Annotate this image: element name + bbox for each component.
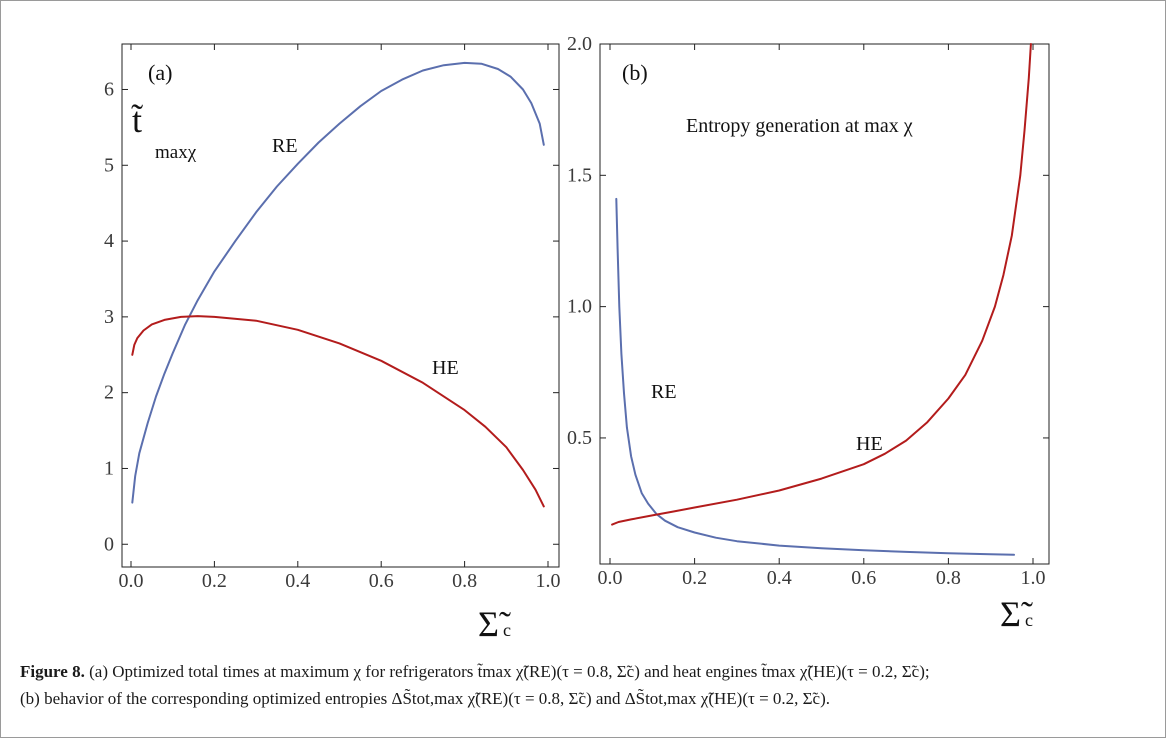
panel-a-label-RE: RE (272, 135, 298, 157)
y-tick-label: 2 (104, 382, 114, 404)
figure-label: Figure 8. (20, 662, 85, 681)
panel-a-ylabel: t̃ (131, 100, 143, 140)
x-tick-label: 0.0 (598, 567, 623, 589)
y-tick-label: 0.5 (567, 427, 592, 449)
x-tick-label: 0.4 (767, 567, 792, 589)
y-tick-label: 6 (104, 78, 114, 100)
panel-b-ticks: 0.0 0.2 0.4 0.6 0.8 1.0 0.5 1.0 1.5 2.0 (567, 33, 1049, 589)
x-tick-label: 0.2 (202, 570, 227, 592)
x-tick-label: 0.2 (682, 567, 707, 589)
series-line-HE (131, 315, 545, 508)
series-line-RE (615, 197, 1015, 556)
panel-a-ylabel-sub: maxχ (155, 142, 197, 163)
panel-b-label-RE: RE (651, 381, 677, 403)
panel-a: 0.0 0.2 0.4 0.6 0.8 1.0 0 1 2 3 4 5 6 (a) t̃ maxχ RE… (104, 43, 561, 640)
figure-caption: Figure 8. (a) Optimized total times at m… (20, 658, 1150, 712)
caption-line-1: Figure 8. (a) Optimized total times at m… (20, 658, 1150, 685)
x-tick-label: 0.6 (851, 567, 876, 589)
figure-canvas: 0.0 0.2 0.4 0.6 0.8 1.0 0 1 2 3 4 5 6 (a) t̃ maxχ RE… (104, 33, 1050, 640)
y-tick-label: 3 (104, 306, 114, 328)
panel-b-frame (599, 43, 1050, 565)
panel-a-frame (121, 43, 560, 568)
y-tick-label: 1 (104, 457, 114, 479)
panel-b: 0.0 0.2 0.4 0.6 0.8 1.0 0.5 1.0 1.5 2.0 (b) Entro… (567, 33, 1050, 634)
caption-text-1: (a) Optimized total times at maximum χ f… (89, 662, 930, 681)
y-tick-label: 1.0 (567, 296, 592, 318)
y-tick-label: 1.5 (567, 164, 592, 186)
x-tick-label: 0.8 (452, 570, 477, 592)
series-line-HE (611, 43, 1032, 526)
panel-b-label-HE: HE (856, 433, 883, 455)
series-line-RE (131, 61, 545, 504)
caption-line-2: (b) behavior of the corresponding optimi… (20, 689, 831, 708)
panel-b-xlabel-sub: c (1025, 610, 1033, 630)
y-tick-label: 4 (104, 230, 114, 252)
x-tick-label: 0.6 (369, 570, 394, 592)
y-tick-label: 2.0 (567, 33, 592, 55)
panel-b-label: (b) (622, 60, 648, 85)
x-tick-label: 0.0 (119, 570, 144, 592)
y-tick-label: 0 (104, 533, 114, 555)
panel-a-xlabel-sub: c (503, 620, 511, 640)
x-tick-label: 1.0 (1021, 567, 1046, 589)
panel-b-series (611, 43, 1032, 556)
panel-a-series (131, 61, 545, 508)
x-tick-label: 0.4 (285, 570, 310, 592)
panel-b-annotation: Entropy generation at max χ (686, 115, 913, 137)
x-tick-label: 1.0 (536, 570, 561, 592)
panel-a-ticks: 0.0 0.2 0.4 0.6 0.8 1.0 0 1 2 3 4 5 6 (104, 44, 561, 592)
x-tick-label: 0.8 (936, 567, 961, 589)
y-tick-label: 5 (104, 154, 114, 176)
panel-a-label-HE: HE (432, 357, 459, 379)
panel-a-label: (a) (148, 60, 172, 85)
